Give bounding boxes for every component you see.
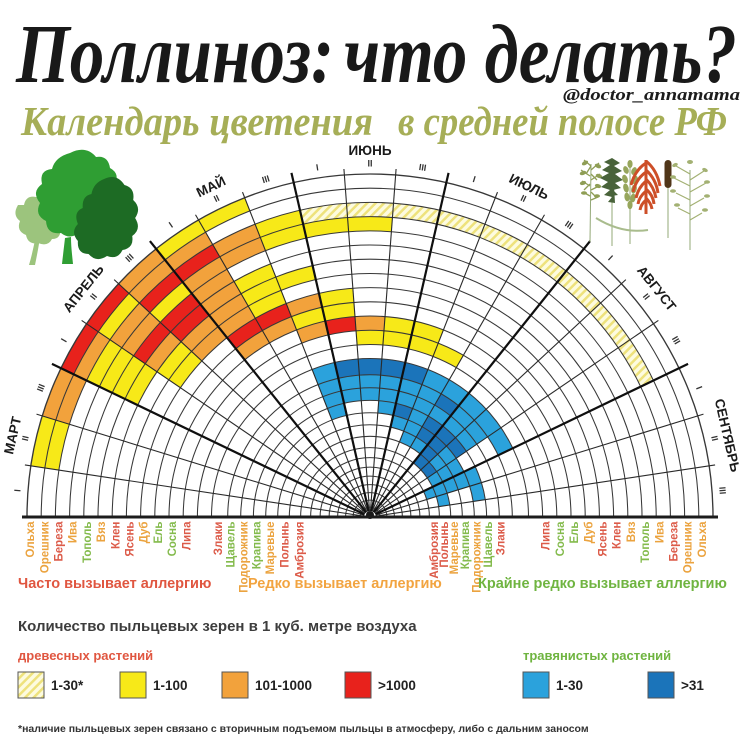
svg-text:Вяз: Вяз (626, 521, 638, 542)
svg-text:Ель: Ель (569, 522, 581, 544)
svg-text:Ольха: Ольха (25, 521, 37, 558)
svg-text:Ива: Ива (68, 521, 80, 543)
svg-text:Клен: Клен (110, 521, 122, 549)
svg-text:>1000: >1000 (378, 678, 416, 693)
svg-text:1-100: 1-100 (153, 678, 188, 693)
svg-text:I: I (12, 489, 22, 492)
svg-text:II: II (367, 159, 372, 169)
svg-text:III: III (717, 486, 728, 494)
svg-text:Щавель: Щавель (226, 522, 238, 568)
svg-text:Ольха: Ольха (697, 521, 709, 558)
svg-text:Береза: Береза (669, 521, 681, 562)
svg-text:Полынь: Полынь (439, 522, 451, 568)
svg-text:1-30: 1-30 (556, 678, 583, 693)
svg-text:II: II (20, 435, 31, 442)
svg-text:I: I (315, 162, 319, 172)
svg-text:III: III (563, 219, 575, 231)
svg-text:I: I (167, 220, 175, 230)
svg-text:Ива: Ива (654, 521, 666, 543)
svg-text:III: III (670, 335, 682, 347)
svg-text:в средней полосе РФ: в средней полосе РФ (398, 98, 727, 144)
svg-text:101-1000: 101-1000 (255, 678, 312, 693)
svg-text:Подорожник: Подорожник (239, 521, 251, 593)
svg-text:Ясень: Ясень (125, 522, 137, 557)
svg-text:II: II (709, 435, 720, 442)
svg-text:Злаки: Злаки (213, 522, 225, 556)
svg-text:Сосна: Сосна (167, 521, 179, 557)
svg-text:Амброзия: Амброзия (429, 522, 441, 579)
svg-text:1-30*: 1-30* (51, 678, 84, 693)
svg-text:III: III (418, 162, 427, 173)
svg-text:Ель: Ель (153, 522, 165, 544)
svg-text:II: II (641, 292, 652, 302)
svg-text:Орешник: Орешник (683, 521, 695, 573)
svg-text:Тополь: Тополь (640, 522, 652, 563)
svg-text:Ясень: Ясень (598, 522, 610, 557)
svg-text:Щавель: Щавель (483, 522, 495, 568)
svg-text:Маревые: Маревые (449, 522, 461, 575)
svg-text:Крапива: Крапива (252, 521, 264, 569)
svg-text:I: I (606, 253, 615, 262)
svg-text:I: I (472, 174, 477, 184)
svg-text:II: II (212, 193, 221, 204)
svg-text:II: II (519, 193, 528, 204)
svg-text:>31: >31 (681, 678, 704, 693)
svg-text:Сосна: Сосна (555, 521, 567, 557)
svg-text:Маревые: Маревые (265, 522, 277, 575)
svg-text:Дуб: Дуб (139, 522, 151, 544)
svg-text:Дуб: Дуб (583, 522, 595, 544)
svg-text:II: II (88, 292, 99, 302)
svg-text:@doctor_annamama: @doctor_annamama (563, 85, 741, 104)
svg-text:что делать?: что делать? (344, 8, 737, 101)
svg-text:Вяз: Вяз (96, 521, 108, 542)
svg-text:Календарь цветения: Календарь цветения (20, 98, 373, 144)
svg-text:Крапива: Крапива (460, 521, 472, 569)
svg-text:Тополь: Тополь (82, 522, 94, 563)
svg-text:Подорожник: Подорожник (472, 521, 484, 593)
svg-text:Береза: Береза (54, 521, 66, 562)
svg-text:III: III (35, 382, 47, 393)
svg-text:Амброзия: Амброзия (295, 522, 307, 579)
svg-text:Орешник: Орешник (39, 521, 51, 573)
svg-text:Поллиноз:: Поллиноз: (15, 8, 334, 101)
svg-text:I: I (694, 385, 704, 391)
svg-text:I: I (59, 337, 69, 344)
svg-text:Полынь: Полынь (280, 522, 292, 568)
svg-text:Злаки: Злаки (496, 522, 508, 556)
svg-text:Клен: Клен (612, 521, 624, 549)
svg-text:Липа: Липа (541, 521, 553, 550)
svg-text:III: III (261, 173, 271, 185)
svg-text:ИЮНЬ: ИЮНЬ (348, 143, 391, 158)
svg-text:Липа: Липа (181, 521, 193, 550)
